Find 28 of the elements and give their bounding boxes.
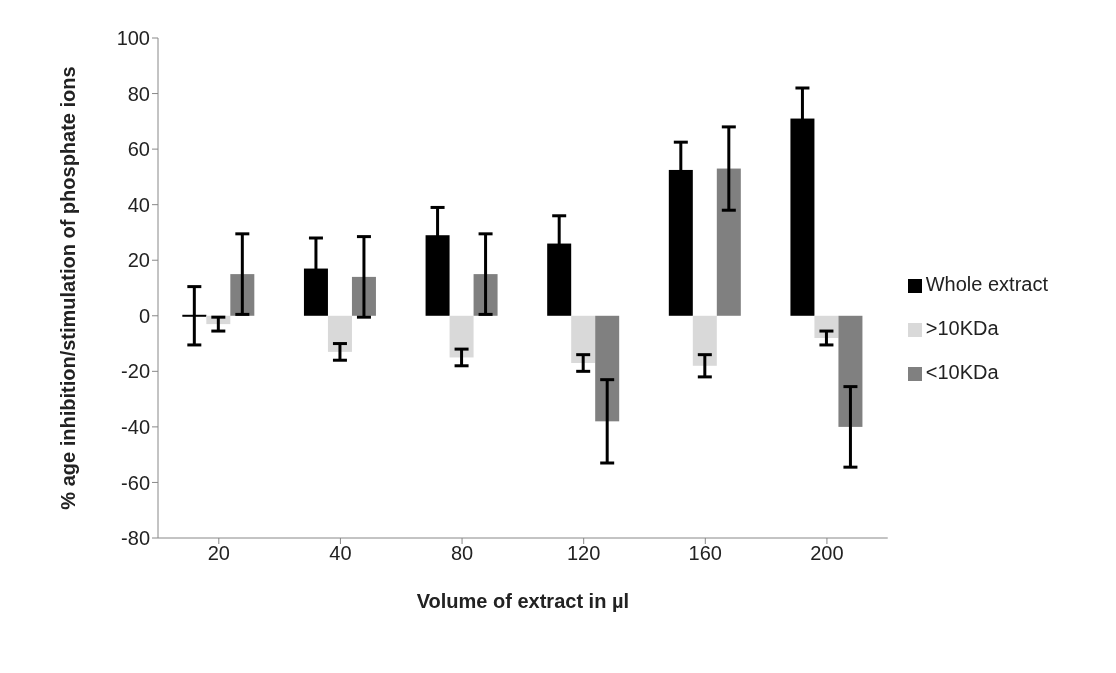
y-tick-label: -60 xyxy=(121,471,150,494)
x-axis-title: Volume of extract in µl xyxy=(416,590,630,612)
x-tick-label: 80 xyxy=(450,542,474,565)
legend-label: Whole extract xyxy=(925,273,1048,295)
x-tick-label: 40 xyxy=(329,542,352,565)
x-tick-label: 20 xyxy=(207,542,230,565)
bar xyxy=(595,315,620,422)
y-tick-label: -40 xyxy=(121,415,150,438)
y-tick-label: -20 xyxy=(121,360,150,383)
bar xyxy=(327,315,352,352)
x-tick-label: 120 xyxy=(566,542,601,565)
y-axis-title: % age inhibition/stimulation of phosphate ions xyxy=(57,66,80,510)
y-tick-label: 20 xyxy=(127,249,150,272)
legend-label: <10KDa xyxy=(925,361,999,383)
x-tick-label: 200 xyxy=(810,542,844,565)
bar xyxy=(716,168,741,316)
legend-label: >10KDa xyxy=(925,317,999,339)
y-tick-label: 80 xyxy=(127,82,150,105)
x-tick-label: 160 xyxy=(688,542,722,565)
bar xyxy=(838,315,863,427)
y-tick-label: 0 xyxy=(138,304,150,327)
bar xyxy=(692,315,717,366)
y-tick-label: 60 xyxy=(127,138,150,161)
y-tick-label: 40 xyxy=(127,193,150,216)
y-tick-label: 100 xyxy=(116,27,150,50)
y-tick-label: -80 xyxy=(121,527,150,550)
bar xyxy=(449,315,474,358)
bar xyxy=(571,315,596,363)
